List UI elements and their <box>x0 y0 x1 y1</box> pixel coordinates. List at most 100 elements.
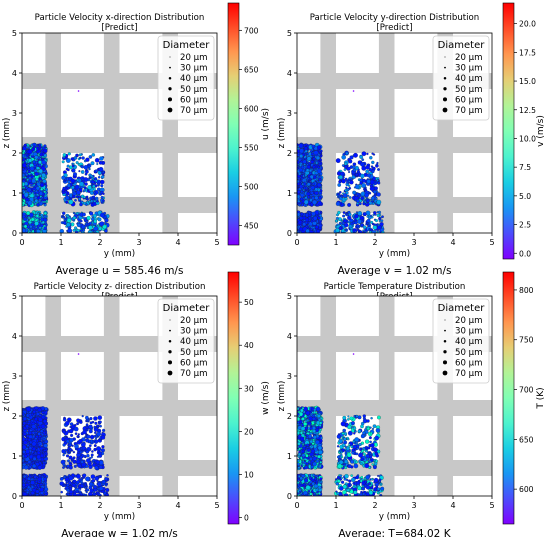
y-axis-label: z (mm) <box>2 118 12 149</box>
particle-point <box>354 214 359 219</box>
particle-point <box>314 187 319 192</box>
particle-point <box>297 179 300 184</box>
particle-point <box>35 177 39 181</box>
chart-panel-1: Particle Velocity x-direction Distributi… <box>2 2 271 277</box>
x-tick-label: 1 <box>58 238 63 247</box>
particle-point <box>43 153 48 158</box>
particle-point <box>60 490 63 494</box>
particle-point <box>39 482 43 486</box>
particle-point <box>30 480 35 485</box>
colorbar-tick-label: 500 <box>244 182 259 191</box>
particle-point <box>73 464 77 468</box>
particle-point <box>100 195 104 199</box>
particle-point <box>335 158 341 163</box>
particle-point <box>362 218 365 221</box>
particle-point <box>308 177 312 181</box>
particle-point <box>300 214 303 217</box>
particle-point <box>42 419 47 424</box>
particle-point <box>65 225 68 228</box>
particle-point <box>25 449 30 454</box>
particle-point <box>348 159 353 164</box>
particle-point <box>27 167 31 171</box>
particle-cluster <box>297 473 323 496</box>
colorbar-tick-label: 2.5 <box>519 221 531 230</box>
particle-point <box>370 165 374 168</box>
particle-point <box>357 229 361 232</box>
particle-point <box>85 438 90 443</box>
particle-point <box>86 428 89 431</box>
particle-point <box>23 224 28 229</box>
particle-point <box>39 152 43 157</box>
particle-cluster <box>335 150 382 207</box>
particle-point <box>42 438 46 441</box>
colorbar-tick-label: 15.0 <box>519 77 536 86</box>
particle-point <box>74 226 78 230</box>
particle-point <box>22 482 26 488</box>
particle-point <box>300 221 304 225</box>
particle-point <box>300 193 305 198</box>
particle-point <box>30 474 34 478</box>
particle-point <box>37 432 41 436</box>
particle-point <box>31 424 37 429</box>
particle-point <box>32 463 37 469</box>
particle-point <box>377 210 382 214</box>
particle-point <box>73 156 78 160</box>
x-tick-label: 2 <box>97 501 102 510</box>
particle-point <box>67 228 73 233</box>
particle-point <box>66 215 70 218</box>
particle-point <box>317 216 321 220</box>
particle-point <box>316 168 322 174</box>
particle-point <box>84 486 87 489</box>
particle-point <box>305 168 310 173</box>
particle-point <box>98 167 104 172</box>
particle-point <box>306 191 311 196</box>
particle-point <box>335 201 341 206</box>
particle-point <box>68 465 73 470</box>
particle-point <box>90 453 94 457</box>
particle-point <box>104 218 109 223</box>
legend-title: Diameter <box>163 40 211 51</box>
particle-point <box>304 149 308 153</box>
particle-point <box>81 224 86 230</box>
particle-point <box>88 200 91 204</box>
particle-point <box>67 459 70 463</box>
particle-point <box>105 493 109 496</box>
particle-point <box>305 228 310 233</box>
particle-point <box>370 196 375 201</box>
chart-title: Particle Temperature Distribution <box>324 282 466 292</box>
particle-point <box>93 226 99 232</box>
particle-point <box>87 222 90 226</box>
particle-point <box>75 153 79 157</box>
particle-point <box>44 407 48 411</box>
particle-point <box>83 483 87 487</box>
particle-point <box>76 190 81 195</box>
particle-point <box>70 178 76 184</box>
particle-point <box>70 185 75 190</box>
particle-point <box>62 220 67 225</box>
particle-point <box>312 182 316 186</box>
particle-point <box>26 187 32 193</box>
particle-point <box>102 428 106 432</box>
particle-cluster <box>60 414 106 471</box>
y-axis-label: z (mm) <box>277 118 287 149</box>
particle-point <box>354 184 360 190</box>
particle-point <box>302 222 307 227</box>
particle-point <box>22 162 27 168</box>
particle-point <box>35 493 40 496</box>
particle-cluster <box>333 210 385 233</box>
particle-point <box>306 182 311 187</box>
particle-point <box>100 448 105 453</box>
particle-point <box>22 474 27 479</box>
particle-point <box>34 155 39 160</box>
particle-point <box>23 454 28 459</box>
y-tick-label: 1 <box>12 452 17 461</box>
particle-point <box>35 214 40 218</box>
particle-point <box>80 460 84 464</box>
particle-point <box>91 420 95 424</box>
particle-point <box>94 158 100 163</box>
particle-point <box>22 436 26 442</box>
particle-point <box>304 196 308 200</box>
particle-point <box>100 175 105 179</box>
particle-point <box>26 443 30 448</box>
